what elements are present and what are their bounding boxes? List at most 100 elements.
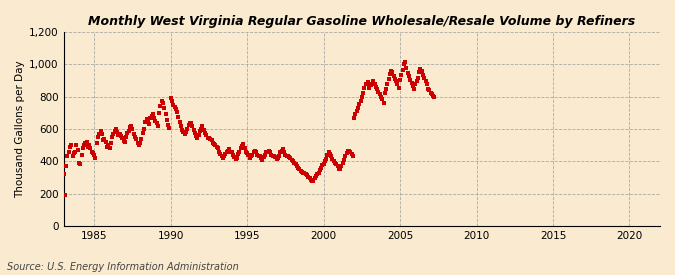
Point — [316, 166, 327, 170]
Point — [97, 131, 107, 136]
Point — [341, 151, 352, 155]
Point — [382, 81, 393, 86]
Point — [135, 141, 146, 146]
Point — [325, 152, 335, 156]
Point — [281, 153, 292, 158]
Point — [124, 125, 135, 130]
Point — [237, 144, 248, 148]
Point — [427, 92, 437, 96]
Point — [115, 134, 126, 138]
Point — [196, 127, 207, 131]
Point — [428, 94, 439, 98]
Point — [90, 156, 101, 160]
Point — [358, 90, 369, 95]
Point — [259, 155, 269, 160]
Point — [286, 157, 297, 162]
Point — [289, 161, 300, 165]
Point — [342, 148, 353, 153]
Point — [240, 149, 251, 154]
Point — [118, 139, 129, 143]
Point — [168, 103, 179, 107]
Point — [223, 148, 234, 153]
Point — [236, 145, 246, 150]
Point — [260, 153, 271, 157]
Point — [368, 79, 379, 83]
Point — [276, 148, 287, 153]
Point — [58, 172, 69, 176]
Point — [117, 136, 128, 140]
Point — [313, 170, 324, 175]
Point — [308, 178, 319, 183]
Point — [243, 153, 254, 157]
Point — [181, 130, 192, 134]
Point — [244, 156, 255, 160]
Point — [257, 157, 268, 162]
Point — [384, 72, 395, 76]
Point — [82, 144, 93, 149]
Point — [94, 131, 105, 136]
Point — [186, 121, 196, 125]
Point — [396, 73, 406, 77]
Point — [59, 193, 70, 197]
Point — [322, 153, 333, 157]
Point — [273, 153, 284, 158]
Point — [332, 164, 343, 168]
Point — [148, 116, 159, 121]
Point — [121, 135, 132, 139]
Point — [348, 153, 358, 158]
Point — [270, 155, 281, 160]
Point — [300, 172, 311, 176]
Point — [400, 60, 410, 64]
Point — [345, 150, 356, 155]
Point — [415, 67, 426, 71]
Point — [211, 144, 222, 149]
Point — [401, 66, 412, 70]
Point — [89, 153, 100, 157]
Point — [183, 123, 194, 127]
Point — [372, 87, 383, 92]
Point — [375, 92, 385, 96]
Point — [256, 156, 267, 160]
Point — [327, 157, 338, 161]
Point — [158, 101, 169, 105]
Point — [109, 128, 120, 133]
Point — [378, 101, 389, 105]
Point — [84, 143, 95, 147]
Point — [388, 73, 399, 78]
Point — [365, 83, 376, 87]
Point — [272, 156, 283, 160]
Point — [292, 164, 302, 168]
Point — [247, 153, 258, 157]
Point — [165, 96, 176, 100]
Point — [80, 141, 90, 146]
Point — [250, 150, 261, 155]
Point — [360, 82, 371, 87]
Point — [267, 153, 278, 158]
Point — [367, 81, 377, 86]
Point — [309, 176, 320, 180]
Point — [150, 119, 161, 123]
Point — [146, 114, 157, 118]
Point — [418, 76, 429, 80]
Point — [127, 127, 138, 131]
Point — [74, 161, 84, 165]
Point — [414, 70, 425, 75]
Point — [219, 154, 230, 159]
Point — [70, 149, 80, 154]
Point — [377, 97, 387, 101]
Point — [184, 121, 195, 125]
Point — [359, 86, 370, 90]
Point — [379, 90, 390, 95]
Point — [190, 131, 200, 135]
Point — [72, 148, 83, 152]
Point — [101, 144, 112, 149]
Point — [303, 174, 314, 179]
Point — [398, 62, 409, 67]
Point — [174, 119, 185, 124]
Point — [124, 128, 134, 133]
Point — [187, 124, 198, 129]
Point — [226, 150, 237, 155]
Point — [423, 86, 433, 91]
Point — [105, 141, 116, 146]
Point — [323, 150, 334, 155]
